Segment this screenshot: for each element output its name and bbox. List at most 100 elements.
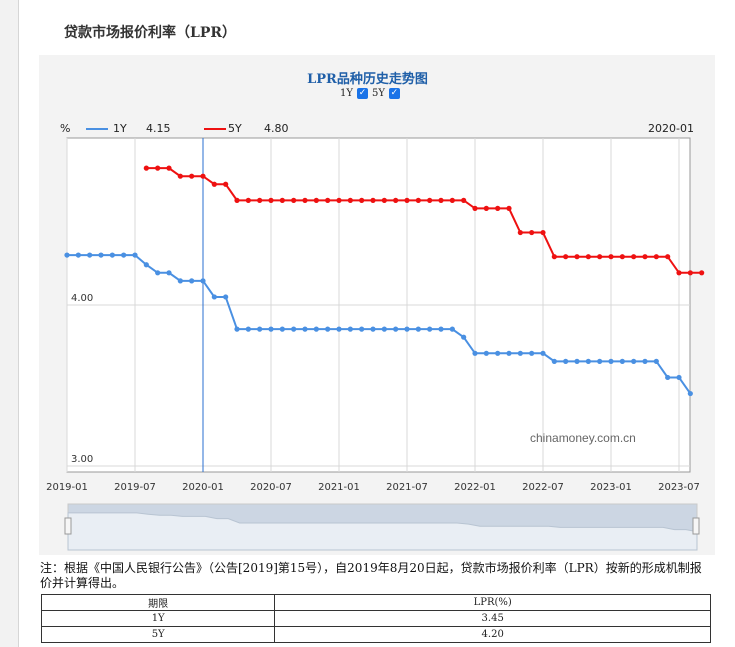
data-point (427, 326, 433, 332)
data-point (687, 270, 693, 276)
data-point (393, 197, 399, 203)
legend-date: 2020-01 (648, 122, 694, 135)
data-point (189, 278, 195, 284)
data-point (653, 254, 659, 260)
footnote: 注：根据《中国人民银行公告》（公告[2019]第15号），自2019年8月20日… (40, 561, 702, 590)
data-point (325, 197, 331, 203)
data-point (699, 270, 705, 276)
data-point (619, 358, 625, 364)
data-point (551, 358, 557, 364)
data-point (347, 326, 353, 332)
data-point (461, 197, 467, 203)
data-point (200, 278, 206, 284)
legend-1y-value: 4.15 (146, 122, 171, 135)
data-point (404, 197, 410, 203)
chart-title: LPR品种历史走势图 (307, 72, 428, 87)
x-tick-label: 2022-01 (454, 482, 496, 493)
data-point (370, 197, 376, 203)
toggle-1y-label: 1Y (340, 88, 353, 99)
data-point (336, 326, 342, 332)
data-point (98, 252, 104, 258)
data-point (415, 197, 421, 203)
x-tick-label: 2023-07 (658, 482, 700, 493)
data-point (143, 262, 149, 268)
data-point (370, 326, 376, 332)
data-point (359, 197, 365, 203)
data-point (631, 358, 637, 364)
data-point (506, 350, 512, 356)
data-point (381, 326, 387, 332)
data-point (291, 197, 297, 203)
data-point (325, 326, 331, 332)
y-tick-label: 3.00 (71, 454, 93, 465)
data-point (449, 197, 455, 203)
data-point (155, 165, 161, 171)
navigator-handle-left[interactable] (64, 517, 72, 535)
data-point (608, 358, 614, 364)
data-point (359, 326, 365, 332)
data-point (529, 350, 535, 356)
data-point (257, 326, 263, 332)
data-point (665, 374, 671, 381)
data-point (585, 358, 591, 364)
data-point (404, 326, 410, 332)
data-point (155, 270, 161, 276)
data-point (200, 173, 206, 179)
lpr-table: 期限 LPR(%) 1Y 3.45 5Y 4.20 (40, 594, 711, 643)
table-header-lpr: LPR(%) (274, 594, 711, 611)
navigator-area (67, 512, 698, 551)
data-point (234, 326, 240, 332)
data-point (529, 229, 535, 236)
table-row: 5Y 4.20 (40, 626, 711, 643)
data-point (483, 205, 489, 211)
data-point (143, 165, 149, 171)
data-point (381, 197, 387, 203)
y-tick-label: 4.00 (71, 293, 93, 304)
data-point (642, 254, 648, 260)
table-header-term: 期限 (40, 594, 276, 611)
legend-5y-name: 5Y (228, 122, 242, 135)
navigator-handle-right[interactable] (692, 517, 700, 535)
data-point (676, 374, 682, 381)
data-point (166, 165, 172, 171)
data-point (619, 254, 625, 260)
data-point (223, 294, 229, 300)
data-point (563, 254, 569, 260)
data-point (676, 270, 682, 276)
data-point (302, 197, 308, 203)
data-point (302, 326, 308, 332)
data-point (608, 254, 614, 260)
series-toggles: 1Y ✓ 5Y ✓ (340, 88, 400, 99)
page-title: 贷款市场报价利率（LPR） (64, 25, 237, 41)
data-point (268, 197, 274, 203)
data-point (279, 197, 285, 203)
x-tick-label: 2021-01 (318, 482, 360, 493)
data-point (211, 294, 217, 300)
data-point (132, 252, 138, 258)
data-point (665, 254, 671, 260)
toggle-5y-label: 5Y (371, 88, 385, 99)
data-point (653, 358, 659, 364)
x-tick-label: 2019-01 (46, 482, 88, 493)
toggle-5y-checkbox[interactable]: ✓ (388, 88, 400, 99)
data-point (177, 173, 183, 179)
x-tick-label: 2023-01 (590, 482, 632, 493)
legend-1y-line (86, 128, 108, 130)
data-point (109, 252, 115, 258)
data-point (438, 326, 444, 332)
x-tick-label: 2021-07 (386, 482, 428, 493)
legend-5y-line (204, 128, 226, 130)
data-point (574, 254, 580, 260)
toggle-1y-checkbox[interactable]: ✓ (356, 88, 368, 99)
data-point (461, 334, 467, 340)
unit-label: % (60, 122, 71, 135)
data-point (313, 326, 319, 332)
chart-legend: % 1Y 4.15 5Y 4.80 2020-01 (60, 122, 700, 136)
data-point (540, 229, 546, 236)
data-point (75, 252, 81, 258)
data-point (393, 326, 399, 332)
x-tick-label: 2020-07 (250, 482, 292, 493)
data-point (483, 350, 489, 356)
data-point (347, 197, 353, 203)
